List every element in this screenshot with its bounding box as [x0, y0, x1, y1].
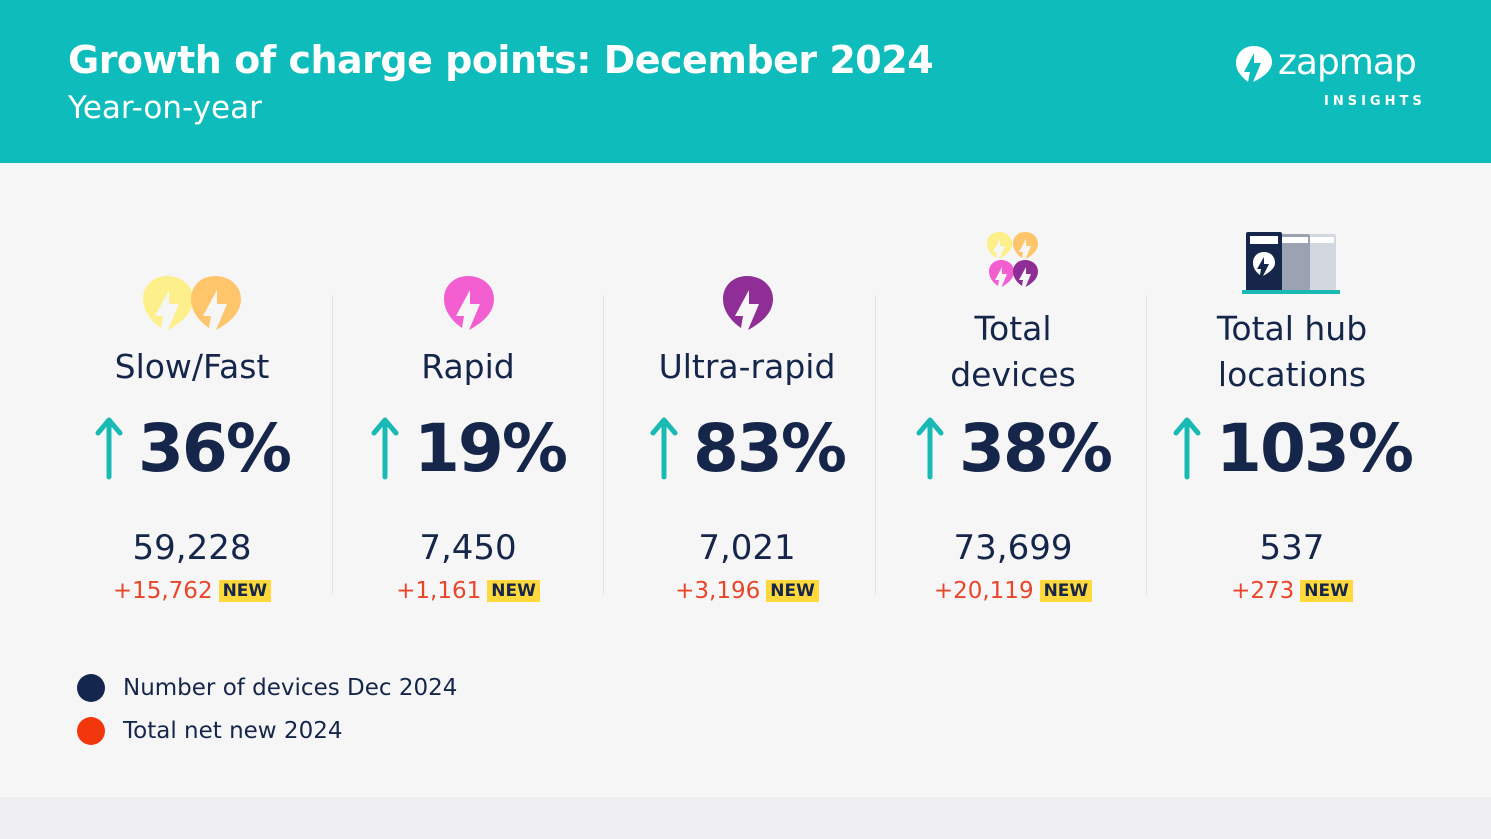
- metric-ultra-rapid: Ultra-rapid 83% 7,021 +3,196 NEW: [612, 200, 882, 620]
- net-new-row: +1,161 NEW: [333, 576, 603, 606]
- legend-item-devices: Number of devices Dec 2024: [77, 673, 457, 703]
- percent-row: 38%: [878, 408, 1148, 488]
- charging-hub-icon: [1157, 228, 1427, 298]
- device-count: 59,228: [132, 528, 252, 568]
- ultra-rapid-bolt-icon: [612, 272, 882, 342]
- growth-percent: 38%: [959, 409, 1113, 487]
- page-subtitle: Year-on-year: [68, 90, 262, 126]
- logo-wordmark: zapmap: [1278, 42, 1417, 83]
- rapid-bolt-icon: [333, 272, 603, 342]
- growth-percent: 103%: [1216, 409, 1414, 487]
- page-title: Growth of charge points: December 2024: [68, 38, 934, 82]
- navy-dot-icon: [77, 674, 105, 702]
- metric-label-line1: Total: [974, 309, 1052, 348]
- percent-row: 83%: [612, 408, 882, 488]
- new-badge: NEW: [218, 580, 272, 602]
- metric-label-line2: devices: [950, 355, 1076, 394]
- up-arrow-icon: [371, 417, 399, 480]
- new-badge: NEW: [1039, 580, 1093, 602]
- header-banner: Growth of charge points: December 2024 Y…: [0, 0, 1491, 163]
- metric-rapid: Rapid 19% 7,450 +1,161 NEW: [333, 200, 603, 620]
- percent-row: 103%: [1157, 408, 1427, 488]
- net-new-row: +3,196 NEW: [612, 576, 882, 606]
- net-new-value: +1,161: [396, 578, 482, 604]
- net-new-row: +20,119 NEW: [878, 576, 1148, 606]
- legend-item-net-new: Total net new 2024: [77, 716, 342, 746]
- growth-percent: 83%: [693, 409, 847, 487]
- net-new-row: +15,762 NEW: [57, 576, 327, 606]
- new-badge: NEW: [766, 580, 819, 602]
- device-count: 73,699: [953, 528, 1073, 568]
- percent-row: 19%: [333, 408, 603, 488]
- zapmap-logo: zapmap INSIGHTS: [1234, 42, 1444, 112]
- net-new-value: +20,119: [933, 578, 1034, 604]
- net-new-row: +273 NEW: [1157, 576, 1427, 606]
- new-badge: NEW: [487, 580, 540, 602]
- legend-label: Number of devices Dec 2024: [123, 675, 458, 701]
- column-divider: [603, 295, 604, 595]
- up-arrow-icon: [916, 417, 944, 480]
- device-count: 537: [1259, 528, 1325, 568]
- legend-label: Total net new 2024: [123, 718, 343, 744]
- metric-total-hubs: Total hub locations 103% 537 +273 NEW: [1157, 200, 1427, 620]
- percent-row: 36%: [57, 408, 327, 488]
- growth-percent: 19%: [414, 409, 568, 487]
- metric-slow-fast: Slow/Fast 36% 59,228 +15,762 NEW: [57, 200, 327, 620]
- metric-label: Ultra-rapid: [658, 347, 836, 386]
- footer-band: [0, 797, 1491, 839]
- up-arrow-icon: [650, 417, 678, 480]
- metric-label-line2: locations: [1217, 355, 1367, 394]
- logo-subtitle: INSIGHTS: [1324, 94, 1426, 109]
- device-count: 7,450: [419, 528, 517, 568]
- column-divider: [875, 295, 876, 595]
- up-arrow-icon: [95, 417, 123, 480]
- metric-label: Slow/Fast: [114, 347, 270, 386]
- column-divider: [332, 295, 333, 595]
- metric-label: Rapid: [421, 347, 515, 386]
- net-new-value: +3,196: [675, 578, 761, 604]
- metric-total-devices: Total devices 38% 73,699 +20,119 NEW: [878, 200, 1148, 620]
- metric-label-line1: Total hub: [1216, 309, 1368, 348]
- net-new-value: +15,762: [112, 578, 213, 604]
- growth-percent: 36%: [138, 409, 292, 487]
- all-bolts-icon: [878, 228, 1148, 298]
- new-badge: NEW: [1300, 580, 1353, 602]
- up-arrow-icon: [1173, 417, 1201, 480]
- red-dot-icon: [77, 717, 105, 745]
- slow-fast-bolt-icons: [57, 272, 327, 342]
- zapmap-bolt-icon: [1236, 46, 1272, 82]
- net-new-value: +273: [1231, 578, 1295, 604]
- device-count: 7,021: [698, 528, 796, 568]
- column-divider: [1146, 295, 1147, 595]
